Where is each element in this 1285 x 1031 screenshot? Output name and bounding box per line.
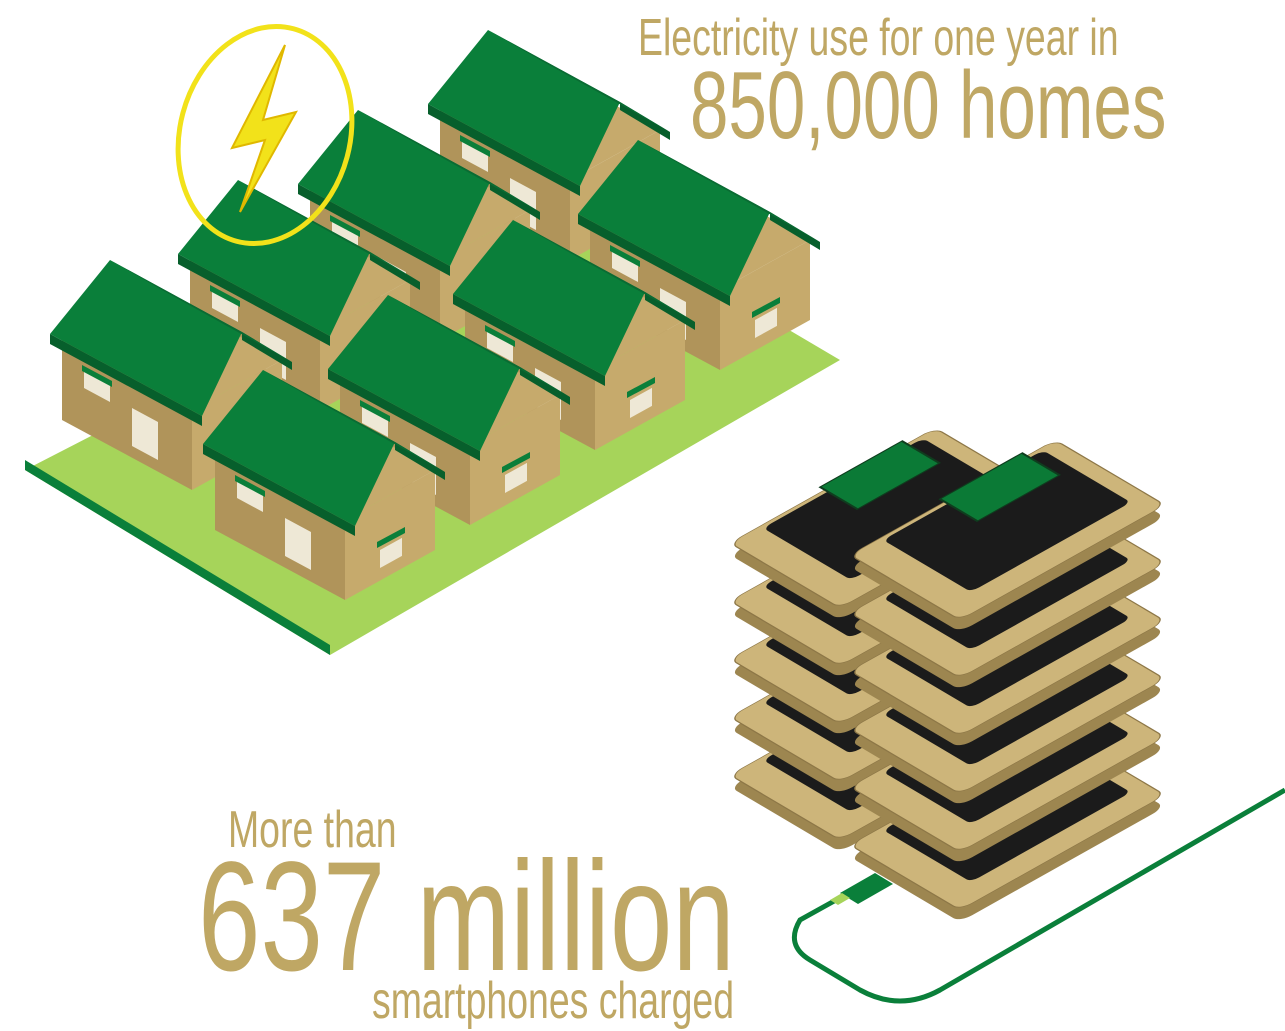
caption: Electricity use for one year in — [638, 8, 1119, 67]
top-caption-block: Electricity use for one year in 850,000 … — [638, 8, 1166, 159]
cable — [791, 787, 1285, 1004]
charging-cable — [791, 787, 1285, 1004]
lightning-bolt — [230, 44, 298, 213]
power-ring — [175, 23, 355, 247]
bottom-caption-block: More than 637 million smartphones charge… — [198, 800, 735, 1030]
house-illustration — [25, 30, 840, 655]
plug — [840, 873, 893, 904]
power-icon — [175, 23, 355, 247]
caption: smartphones charged — [372, 971, 734, 1030]
headline: 637 million — [198, 829, 735, 1003]
plug-tip — [830, 893, 850, 905]
lawn-edge — [25, 460, 330, 655]
intro: More than — [228, 800, 397, 859]
headline: 850,000 homes — [690, 51, 1166, 159]
phone-stack — [729, 427, 1166, 923]
